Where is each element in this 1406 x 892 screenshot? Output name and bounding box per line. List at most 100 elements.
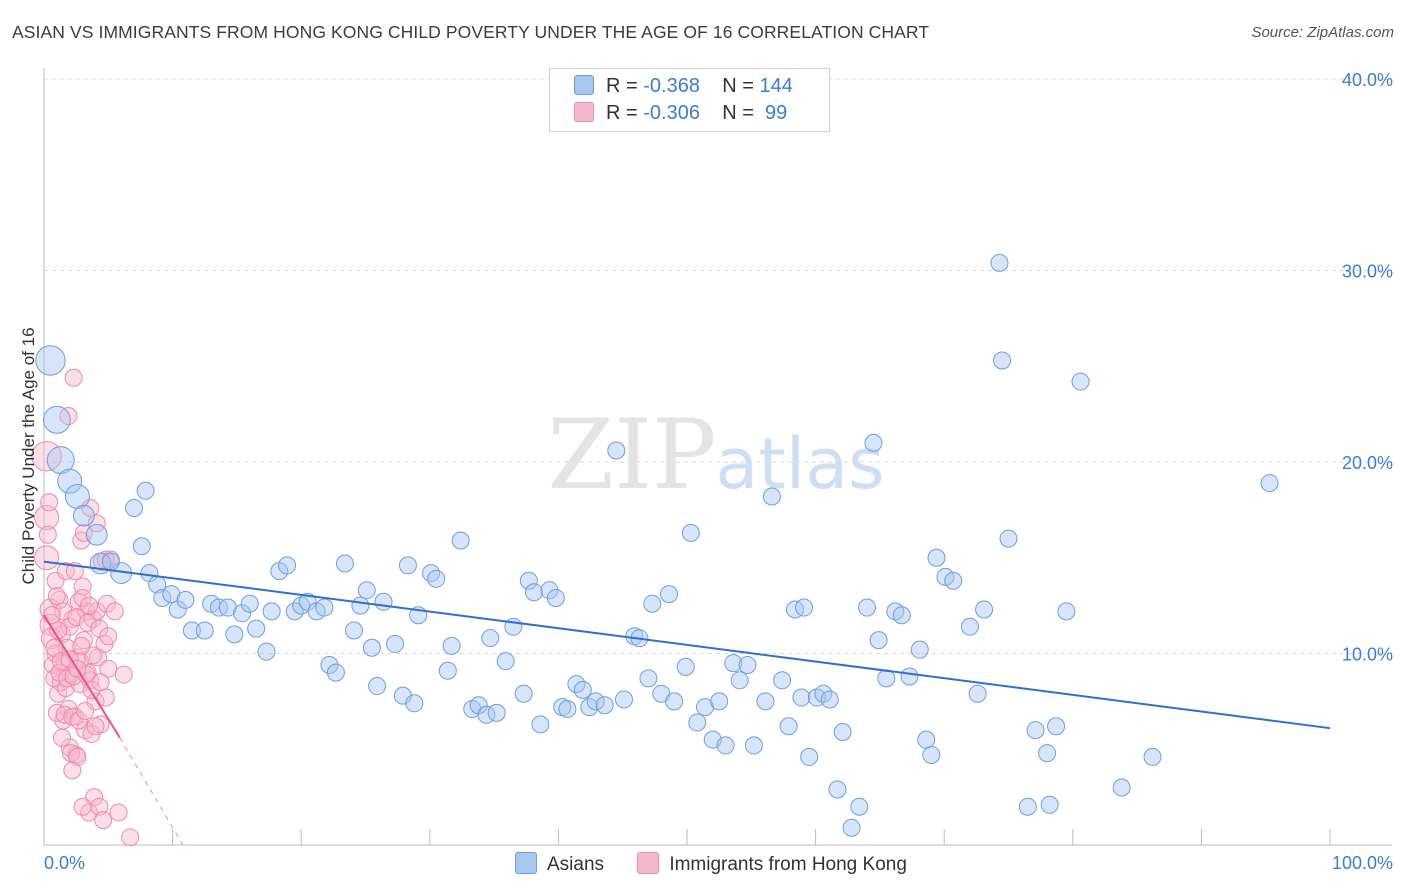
data-point-asians — [374, 592, 393, 611]
series-asians-points — [35, 253, 1279, 837]
series-hk-points — [31, 368, 140, 847]
data-point-asians — [724, 654, 743, 673]
data-point-hk — [69, 711, 88, 730]
data-point-asians — [858, 598, 877, 617]
data-point-asians — [586, 692, 605, 711]
data-point-hk — [86, 717, 105, 736]
data-point-asians — [168, 600, 187, 619]
data-point-asians — [481, 629, 500, 648]
data-point-asians — [1112, 778, 1131, 797]
data-point-hk — [42, 606, 61, 625]
data-point-hk — [94, 811, 113, 830]
data-point-asians — [469, 696, 488, 715]
data-point-hk — [64, 368, 83, 387]
x-tick-label-right: 100.0% — [1332, 853, 1393, 873]
legend-row-hk: R = -0.306 N = 99 — [574, 102, 787, 126]
data-point-asians — [1040, 795, 1059, 814]
data-point-asians — [136, 481, 155, 500]
data-point-asians — [1057, 602, 1076, 621]
data-point-asians — [35, 345, 66, 376]
data-point-asians — [298, 592, 317, 611]
data-point-asians — [842, 818, 861, 837]
data-point-hk — [47, 703, 66, 722]
data-point-asians — [828, 780, 847, 799]
legend-n-value: 99 — [759, 102, 788, 124]
data-point-asians — [72, 504, 95, 527]
data-point-hk — [68, 747, 87, 766]
data-point-asians — [398, 556, 417, 575]
data-point-asians — [800, 747, 819, 766]
data-point-asians — [795, 598, 814, 617]
data-point-asians — [195, 621, 214, 640]
data-point-asians — [514, 684, 533, 703]
data-point-asians — [927, 548, 946, 567]
legend-r-value: -0.368 — [643, 75, 700, 97]
legend-swatch-hk — [574, 102, 594, 122]
data-point-asians — [688, 713, 707, 732]
data-point-asians — [351, 596, 370, 615]
y-tick-label: 40.0% — [1342, 70, 1393, 90]
data-point-asians — [315, 598, 334, 617]
data-point-hk — [73, 797, 92, 816]
data-point-hk — [105, 602, 124, 621]
bottom-legend-label-asians: Asians — [547, 854, 605, 875]
data-point-hk — [60, 617, 79, 636]
data-point-asians — [910, 640, 929, 659]
data-point-asians — [405, 694, 424, 713]
data-point-asians — [132, 537, 151, 556]
data-point-asians — [1018, 797, 1037, 816]
data-point-asians — [546, 588, 565, 607]
data-point-asians — [643, 594, 662, 613]
gridlines — [44, 78, 1392, 654]
trend-line-hk — [43, 614, 121, 739]
data-point-asians — [676, 657, 695, 676]
data-point-asians — [442, 636, 461, 655]
data-point-asians — [833, 723, 852, 742]
legend-swatch-asians — [574, 75, 594, 95]
legend-r-label: R = — [606, 102, 638, 124]
data-point-hk — [121, 828, 140, 847]
watermark-atlas: atlas — [715, 423, 884, 505]
data-point-hk — [114, 665, 133, 684]
trend-line-hk-extension — [119, 737, 184, 846]
data-point-hk — [67, 608, 86, 627]
data-point-asians — [519, 571, 538, 590]
data-point-asians — [344, 621, 363, 640]
tick-labels: 10.0% 20.0% 30.0% 40.0% 0.0% 100.0% — [44, 70, 1393, 873]
data-point-hk — [73, 588, 92, 607]
data-point-asians — [531, 715, 550, 734]
data-point-hk — [80, 596, 99, 615]
data-point-asians — [487, 703, 506, 722]
y-tick-label: 30.0% — [1342, 262, 1393, 282]
data-point-asians — [869, 631, 888, 650]
data-point-asians — [64, 483, 90, 509]
data-point-asians — [786, 600, 805, 619]
data-point-asians — [362, 638, 381, 657]
data-point-hk — [59, 407, 78, 426]
data-point-asians — [57, 468, 83, 494]
data-point-asians — [278, 556, 297, 575]
bottom-legend-asians: Asians — [515, 852, 604, 876]
source-credit: Source: ZipAtlas.com — [1251, 24, 1394, 41]
trend-lines — [43, 560, 1331, 846]
data-point-asians — [209, 598, 228, 617]
data-point-asians — [573, 680, 592, 699]
bottom-legend: Asians Immigrants from Hong Kong — [515, 852, 935, 876]
data-point-asians — [607, 441, 626, 460]
bottom-legend-swatch-hk — [637, 852, 660, 874]
data-point-hk — [34, 545, 60, 571]
data-point-asians — [744, 736, 763, 755]
data-point-asians — [496, 652, 515, 671]
data-point-asians — [225, 625, 244, 644]
data-point-asians — [792, 688, 811, 707]
data-point-asians — [233, 604, 252, 623]
data-point-asians — [1047, 717, 1066, 736]
data-point-asians — [892, 606, 911, 625]
data-point-hk — [47, 587, 66, 606]
axes — [43, 68, 1392, 846]
data-point-asians — [422, 564, 441, 583]
legend: R = -0.368 N = 144 R = -0.306 N = 99 — [549, 68, 830, 132]
data-point-asians — [756, 692, 775, 711]
data-point-hk — [72, 636, 91, 655]
bottom-legend-swatch-asians — [515, 852, 537, 874]
